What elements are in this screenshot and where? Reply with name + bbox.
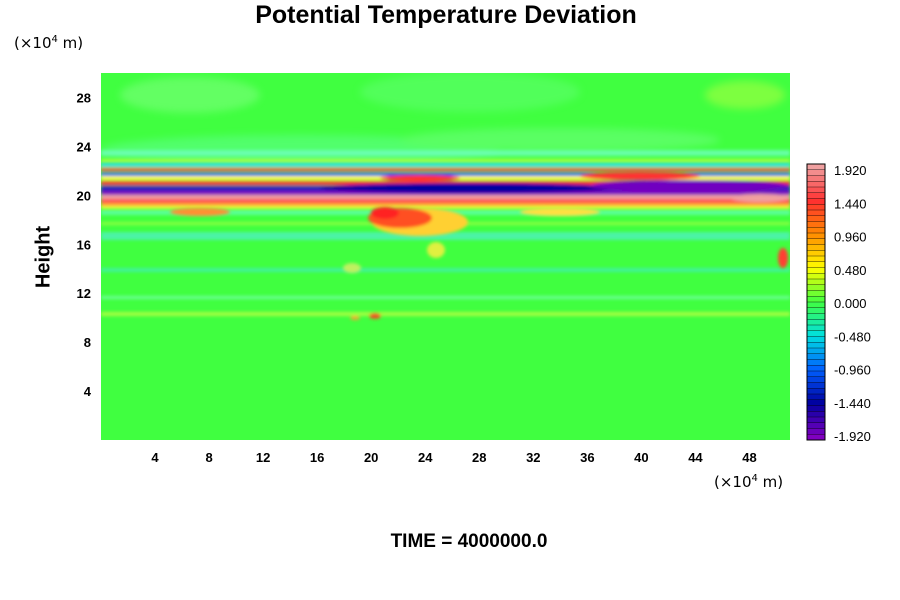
colorbar-segment — [807, 227, 825, 234]
x-tick-label: 8 — [205, 450, 212, 465]
colorbar-segment — [807, 192, 825, 199]
colorbar-segment — [807, 434, 825, 441]
colorbar-segment — [807, 336, 825, 343]
colorbar-segment — [807, 284, 825, 291]
colorbar-segment — [807, 210, 825, 217]
y-tick-label: 20 — [77, 188, 91, 203]
x-tick-label: 40 — [634, 450, 648, 465]
colorbar-segment — [807, 330, 825, 337]
colorbar-segment — [807, 422, 825, 429]
colorbar-segment — [807, 198, 825, 205]
colorbar-tick-label: 0.480 — [834, 263, 867, 278]
colorbar-tick-label: -0.480 — [834, 329, 871, 344]
time-label: TIME = 4000000.0 — [390, 531, 548, 552]
y-tick-labels: 4 8 12 16 20 24 28 — [77, 90, 92, 399]
colorbar-segment — [807, 215, 825, 222]
colorbar-segment — [807, 256, 825, 263]
colorbar-segment — [807, 175, 825, 182]
colorbar-tick-label: 1.440 — [834, 196, 867, 211]
colorbar-segment — [807, 371, 825, 378]
colorbar-segment — [807, 319, 825, 326]
colorbar-tick-labels: 1.920 1.440 0.960 0.480 0.000 -0.480 -0.960 -1.… — [834, 163, 871, 444]
colorbar-segment — [807, 307, 825, 314]
colorbar-tick-label: 0.000 — [834, 296, 867, 311]
x-tick-label: 16 — [310, 450, 324, 465]
colorbar-segment — [807, 353, 825, 360]
colorbar-segment — [807, 388, 825, 395]
y-tick-label: 24 — [77, 139, 92, 154]
x-tick-label: 12 — [256, 450, 270, 465]
x-tick-label: 48 — [742, 450, 756, 465]
colorbar-segment — [807, 376, 825, 383]
colorbar-segment — [807, 405, 825, 412]
colorbar-tick-label: 0.960 — [834, 230, 867, 245]
colorbar-tick-label: -1.440 — [834, 396, 871, 411]
colorbar-segment — [807, 411, 825, 418]
colorbar-segment — [807, 187, 825, 194]
y-tick-label: 4 — [84, 384, 92, 399]
y-tick-label: 8 — [84, 335, 91, 350]
colorbar — [806, 163, 826, 441]
colorbar-segment — [807, 417, 825, 424]
x-axis-unit: (×104 m) — [714, 473, 784, 491]
colorbar-segment — [807, 313, 825, 320]
colorbar-segment — [807, 169, 825, 176]
x-tick-label: 32 — [526, 450, 540, 465]
colorbar-segment — [807, 399, 825, 406]
colorbar-segment — [807, 325, 825, 332]
colorbar-segment — [807, 394, 825, 401]
colorbar-segment — [807, 365, 825, 372]
chart-title: Potential Temperature Deviation — [255, 1, 637, 29]
colorbar-tick-label: -0.960 — [834, 363, 871, 378]
x-tick-label: 4 — [151, 450, 159, 465]
colorbar-segment — [807, 273, 825, 280]
colorbar-segment — [807, 302, 825, 309]
y-tick-label: 16 — [77, 237, 91, 252]
x-tick-labels: 4 8 12 16 20 24 28 32 36 40 44 48 — [151, 450, 756, 465]
colorbar-segment — [807, 267, 825, 274]
colorbar-segment — [807, 244, 825, 251]
colorbar-segment — [807, 290, 825, 297]
colorbar-segment — [807, 238, 825, 245]
x-tick-label: 24 — [418, 450, 433, 465]
colorbar-segment — [807, 342, 825, 349]
x-tick-label: 36 — [580, 450, 594, 465]
colorbar-segment — [807, 348, 825, 355]
colorbar-segment — [807, 164, 825, 171]
colorbar-segment — [807, 181, 825, 188]
y-tick-label: 28 — [77, 90, 91, 105]
y-axis-unit: (×104 m) — [14, 34, 84, 52]
colorbar-segment — [807, 204, 825, 211]
colorbar-segment — [807, 221, 825, 228]
colorbar-frame — [806, 163, 826, 441]
colorbar-tick-label: -1.920 — [834, 429, 871, 444]
colorbar-segment — [807, 250, 825, 257]
x-tick-label: 28 — [472, 450, 486, 465]
colorbar-segment — [807, 261, 825, 268]
y-tick-label: 12 — [77, 286, 91, 301]
colorbar-segment — [807, 382, 825, 389]
colorbar-segment — [807, 279, 825, 286]
colorbar-segment — [807, 296, 825, 303]
colorbar-tick-label: 1.920 — [834, 163, 867, 178]
heatmap-field — [101, 73, 790, 440]
colorbar-segment — [807, 428, 825, 435]
colorbar-segment — [807, 359, 825, 366]
x-tick-label: 20 — [364, 450, 378, 465]
colorbar-segment — [807, 233, 825, 240]
x-tick-label: 44 — [688, 450, 703, 465]
